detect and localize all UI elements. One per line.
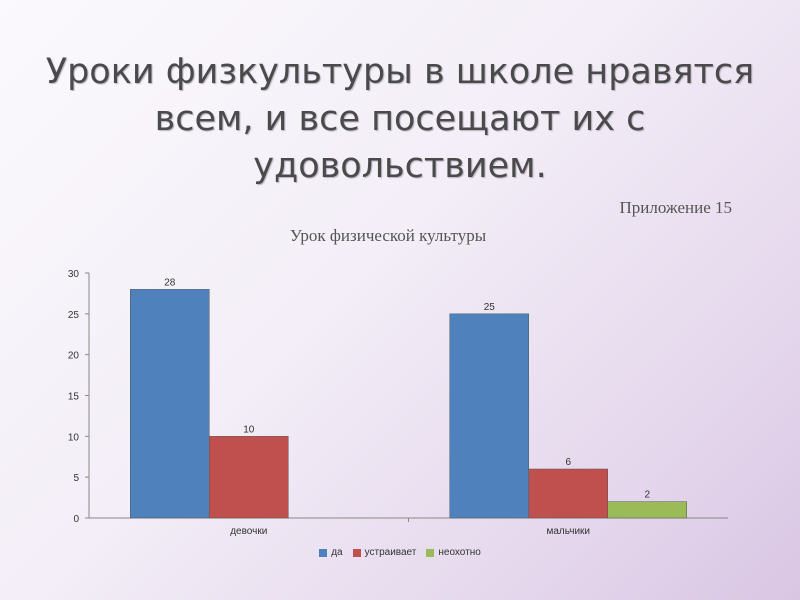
legend-item: да (319, 547, 343, 558)
legend-item: неохотно (426, 547, 481, 558)
bar (449, 313, 529, 519)
legend-label: да (331, 547, 343, 558)
bar (528, 468, 608, 519)
bar (130, 289, 210, 519)
data-label: 28 (164, 277, 176, 288)
legend-label: неохотно (438, 547, 481, 558)
appendix-label: Приложение 15 (619, 198, 733, 217)
data-label: 2 (644, 490, 650, 501)
data-label: 25 (484, 302, 496, 313)
chart-title: Урок физической культуры (289, 226, 487, 245)
data-label: 10 (243, 424, 255, 435)
y-tick-label: 0 (73, 514, 79, 525)
y-tick-label: 25 (68, 310, 80, 321)
y-tick-label: 30 (68, 269, 80, 280)
bar (607, 501, 687, 519)
chart-legend: да устраивает неохотно (0, 547, 800, 558)
y-tick-label: 20 (68, 351, 80, 362)
legend-item: устраивает (352, 547, 417, 558)
slide-title: Уроки физкультуры в школе нравятся всем,… (45, 52, 755, 187)
legend-swatch (319, 548, 328, 557)
legend-label: устраивает (364, 547, 417, 558)
x-tick-label: девочки (230, 526, 267, 537)
x-tick-label: мальчики (546, 526, 590, 537)
bar (209, 436, 289, 519)
y-tick-label: 5 (73, 473, 79, 484)
legend-swatch (426, 548, 435, 557)
y-tick-label: 15 (68, 392, 80, 403)
data-label: 6 (565, 457, 571, 468)
legend-swatch (352, 548, 361, 557)
y-tick-label: 10 (68, 432, 80, 443)
